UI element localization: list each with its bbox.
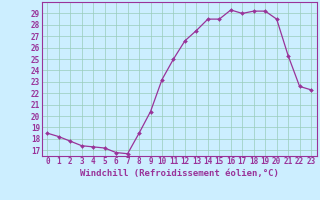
X-axis label: Windchill (Refroidissement éolien,°C): Windchill (Refroidissement éolien,°C) <box>80 169 279 178</box>
